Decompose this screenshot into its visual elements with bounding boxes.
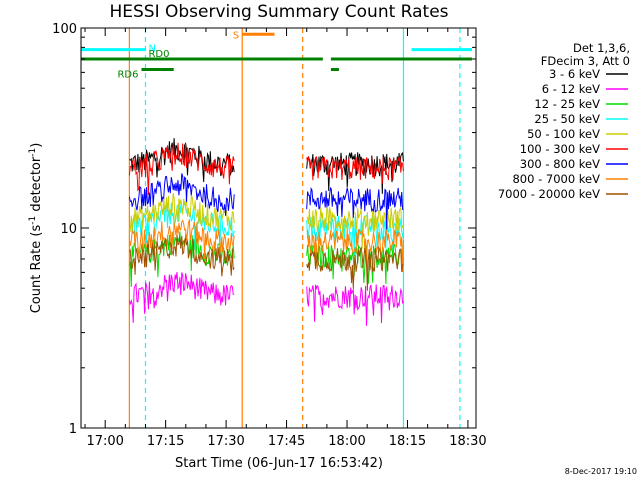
legend-entry-label: 300 - 800 keV xyxy=(520,157,600,171)
y-axis: 1 10 100 xyxy=(52,22,476,437)
y-axis-label: Count Rate (s-1 detector-1) xyxy=(28,143,44,314)
series-line xyxy=(128,219,235,264)
x-tick-label: 17:45 xyxy=(268,434,305,449)
x-tick-label: 18:30 xyxy=(449,434,486,449)
flag-label: RD0 xyxy=(148,49,169,60)
x-axis-label: Start Time (06-Jun-17 16:53:42) xyxy=(175,456,383,471)
y-tick-label: 100 xyxy=(52,22,77,37)
legend-entry-label: 50 - 100 keV xyxy=(527,127,600,141)
x-tick-label: 18:15 xyxy=(389,434,426,449)
series-line xyxy=(306,245,404,291)
data-series xyxy=(128,138,404,326)
chart-title: HESSI Observing Summary Count Rates xyxy=(109,2,448,22)
event-vlines xyxy=(81,28,461,428)
x-tick-label: 17:15 xyxy=(147,434,184,449)
series-line xyxy=(128,272,235,323)
legend-entry-label: 12 - 25 keV xyxy=(534,97,600,111)
flag-label: N xyxy=(148,44,155,55)
series-line xyxy=(306,186,404,230)
x-axis: 17:00 17:15 17:30 17:45 18:00 18:15 18:30 xyxy=(84,28,487,449)
legend-entry-label: 25 - 50 keV xyxy=(534,112,600,126)
flag-bars: N S RD0 RD6 xyxy=(81,30,472,81)
x-tick-label: 18:00 xyxy=(328,434,365,449)
generation-timestamp: 8-Dec-2017 19:10 xyxy=(565,467,637,476)
series-line xyxy=(128,173,235,216)
legend-entry-label: 7000 - 20000 keV xyxy=(498,187,600,201)
y-tick-label: 10 xyxy=(60,222,77,237)
legend-header: FDecim 3, Att 0 xyxy=(541,54,630,68)
series-line xyxy=(306,151,404,194)
series-line xyxy=(128,193,235,233)
legend-entry-label: 800 - 7000 keV xyxy=(512,172,600,186)
y-tick-label: 1 xyxy=(69,422,77,437)
legend-entry-label: 3 - 6 keV xyxy=(549,67,600,81)
series-line xyxy=(128,142,235,196)
x-tick-label: 17:30 xyxy=(207,434,244,449)
legend-entry-label: 100 - 300 keV xyxy=(520,142,600,156)
x-tick-label: 17:00 xyxy=(86,434,123,449)
legend-entry-label: 6 - 12 keV xyxy=(542,82,600,96)
flag-label: S xyxy=(233,30,239,41)
series-line xyxy=(306,284,404,326)
legend-header: Det 1,3,6, xyxy=(573,41,630,55)
series-line xyxy=(306,228,404,273)
flag-label: RD6 xyxy=(117,70,138,81)
series-line xyxy=(306,155,404,184)
series-line xyxy=(128,234,235,277)
